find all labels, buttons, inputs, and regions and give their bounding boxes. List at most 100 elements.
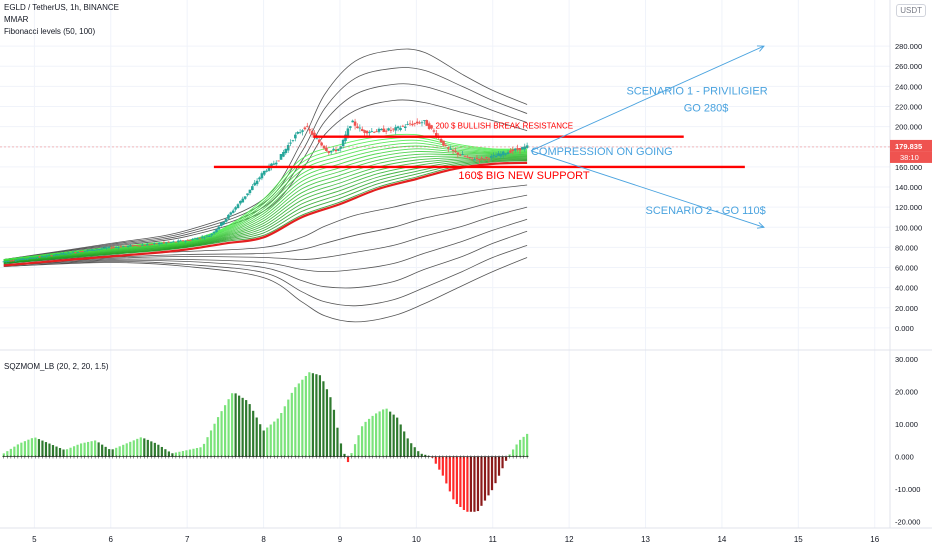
squeeze-dot: + <box>48 455 52 461</box>
ribbon-line <box>3 153 528 262</box>
currency-badge[interactable]: USDT <box>896 4 926 17</box>
squeeze-dot: + <box>420 455 424 461</box>
squeeze-dot: + <box>216 455 220 461</box>
indicator-mmar-label[interactable]: MMAR <box>4 15 29 24</box>
squeeze-dot: + <box>522 455 526 461</box>
momentum-bar <box>469 456 473 512</box>
candle-body <box>418 122 421 124</box>
momentum-bar <box>410 443 413 457</box>
momentum-bar <box>122 444 125 457</box>
momentum-bar <box>44 442 48 457</box>
candle-body <box>432 130 436 132</box>
candle-body <box>90 249 94 251</box>
candle-body <box>86 250 89 251</box>
squeeze-dot: + <box>367 455 371 461</box>
momentum-bar <box>51 445 55 457</box>
candle-body <box>222 221 225 225</box>
momentum-bar <box>164 449 167 457</box>
candle-body <box>19 259 22 261</box>
momentum-bar <box>294 387 297 457</box>
candle-body <box>71 251 75 253</box>
squeeze-dot: + <box>388 455 392 461</box>
momentum-tick-label: 20.000 <box>895 388 918 397</box>
indicator-fibonacci-label[interactable]: Fibonacci levels (50, 100) <box>4 27 96 36</box>
squeeze-dot: + <box>143 455 147 461</box>
candle-body <box>133 245 137 246</box>
squeeze-dot: + <box>318 455 322 461</box>
candle-body <box>102 247 106 249</box>
candle-body <box>126 245 130 247</box>
price-tick-label: 60.000 <box>895 264 918 273</box>
candle-body <box>33 257 37 259</box>
squeeze-dot: + <box>269 455 273 461</box>
candle-body <box>387 128 390 131</box>
squeeze-dot: + <box>139 455 143 461</box>
momentum-tick-label: -20.000 <box>895 518 920 527</box>
squeeze-dot: + <box>58 455 62 461</box>
price-tick-label: 220.000 <box>895 103 922 112</box>
candle-body <box>4 261 8 262</box>
candle-body <box>315 138 319 140</box>
momentum-bar <box>301 379 304 457</box>
candle-body <box>229 212 233 215</box>
squeeze-dot: + <box>227 455 231 461</box>
candle-body <box>165 242 168 244</box>
momentum-bar <box>185 450 188 457</box>
momentum-bar <box>160 446 163 457</box>
momentum-bar <box>199 447 202 457</box>
candle-body <box>466 156 469 158</box>
momentum-bar <box>515 444 518 457</box>
scenario-arrow-head <box>756 222 765 229</box>
momentum-bar <box>378 411 381 457</box>
price-tick-label: 200.000 <box>895 123 922 132</box>
momentum-bar <box>234 393 237 457</box>
candle-body <box>145 244 149 246</box>
squeeze-dot: + <box>276 455 280 461</box>
candle-body <box>136 245 139 247</box>
squeeze-dot: + <box>424 455 428 461</box>
squeeze-dot: + <box>392 455 396 461</box>
squeeze-dot: + <box>525 455 529 461</box>
candle-body <box>337 149 340 151</box>
symbol-title[interactable]: EGLD / TetherUS, 1h, BINANCE <box>4 3 120 12</box>
momentum-bar <box>283 406 286 457</box>
squeeze-dot: + <box>121 455 125 461</box>
squeeze-dot: + <box>476 455 480 461</box>
squeeze-dot: + <box>136 455 140 461</box>
band-line <box>3 67 528 260</box>
momentum-bar <box>325 389 329 457</box>
momentum-bar <box>367 418 371 457</box>
momentum-bar <box>181 451 185 457</box>
momentum-bar <box>76 444 79 457</box>
candle-body <box>334 149 338 152</box>
momentum-bar <box>371 415 374 457</box>
candle-body <box>475 158 479 159</box>
momentum-bar <box>511 449 515 457</box>
candle-body <box>497 153 500 156</box>
candle-body <box>384 130 388 132</box>
ribbon-line <box>3 157 528 264</box>
momentum-indicator-title[interactable]: SQZMOM_LB (20, 2, 20, 1.5) <box>4 362 109 371</box>
momentum-bar <box>23 441 26 457</box>
candle-body <box>260 173 264 179</box>
momentum-bar <box>483 456 487 501</box>
candle-body <box>294 134 297 139</box>
candle-body <box>392 128 395 130</box>
candle-body <box>308 129 311 131</box>
candle-body <box>258 177 261 180</box>
candle-body <box>509 150 512 153</box>
squeeze-dot: + <box>287 455 291 461</box>
candle-body <box>523 146 527 150</box>
annotation-text: COMPRESSION ON GOING <box>531 146 673 158</box>
squeeze-dot: + <box>508 455 512 461</box>
candle-body <box>93 249 96 251</box>
squeeze-dot: + <box>76 455 80 461</box>
candle-body <box>243 196 247 199</box>
candle-body <box>62 253 65 255</box>
squeeze-dot: + <box>364 455 368 461</box>
squeeze-dot: + <box>272 455 276 461</box>
squeeze-dot: + <box>378 455 382 461</box>
squeeze-dot: + <box>209 455 213 461</box>
candle-body <box>380 128 383 130</box>
